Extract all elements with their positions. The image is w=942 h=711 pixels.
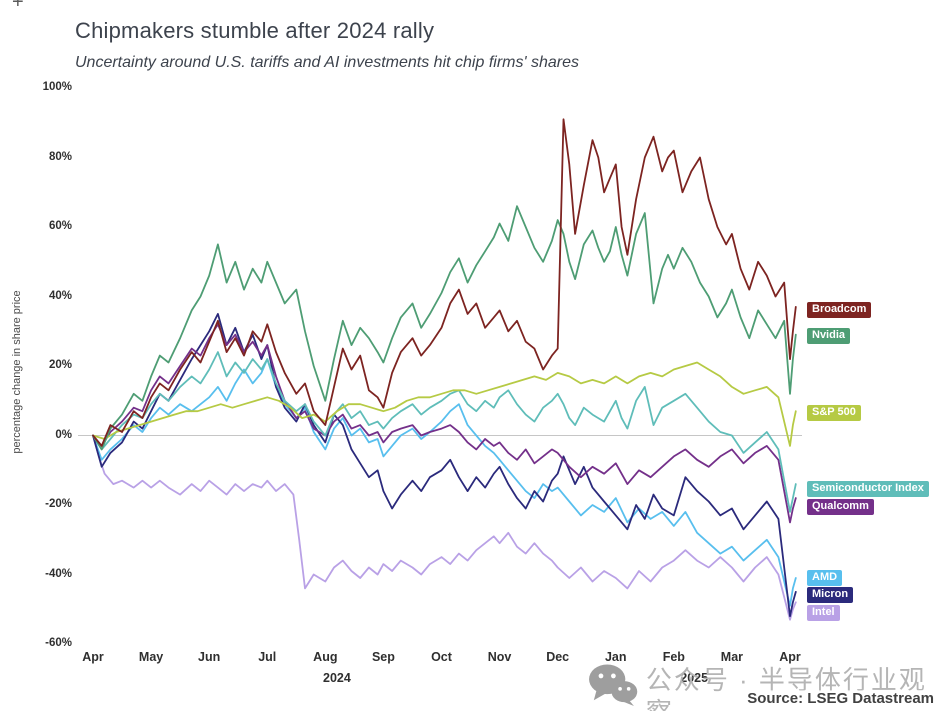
x-year-label: 2024 — [323, 671, 351, 685]
corner-artifact-mark: + — [12, 0, 24, 13]
x-tick-label: Dec — [546, 650, 570, 664]
series-line-broadcom — [92, 118, 797, 447]
x-tick-label: Jun — [198, 650, 221, 664]
series-label-nvidia: Nvidia — [807, 328, 851, 345]
y-tick-label: 60% — [48, 220, 72, 232]
x-tick-label: Sep — [371, 650, 395, 664]
x-year-label: 2025 — [680, 671, 709, 685]
chart-title: Chipmakers stumble after 2024 rally — [75, 18, 435, 43]
x-tick-label: Mar — [720, 650, 744, 664]
series-line-nvidia — [92, 205, 797, 451]
series-line-semiconductor-index — [92, 351, 797, 513]
series-label-amd: AMD — [807, 569, 843, 586]
series-label-broadcom: Broadcom — [807, 302, 872, 319]
x-tick-label: Apr — [779, 650, 801, 664]
x-tick-label: Jan — [604, 650, 627, 664]
x-tick-label: Nov — [487, 650, 512, 664]
series-label-qualcomm: Qualcomm — [807, 498, 874, 515]
x-tick-label: Aug — [313, 650, 338, 664]
series-label-intel: Intel — [807, 604, 840, 621]
chart-subtitle: Uncertainty around U.S. tariffs and AI i… — [75, 54, 579, 71]
x-tick-label: Feb — [662, 650, 685, 664]
x-tick-label: May — [138, 650, 164, 664]
y-tick-label: -60% — [45, 637, 72, 649]
x-tick-label: Jul — [258, 650, 277, 664]
y-tick-label: 100% — [42, 81, 72, 93]
wechat-icon — [589, 664, 638, 706]
series-line-qualcomm — [92, 323, 797, 524]
source-credit: Source: LSEG Datastream — [743, 690, 934, 707]
series-label-s-p-500: S&P 500 — [807, 404, 861, 421]
series-line-s-p-500 — [92, 361, 797, 447]
y-tick-label: 20% — [48, 359, 72, 371]
series-line-intel — [92, 434, 797, 621]
y-tick-label: 40% — [48, 289, 72, 302]
series-line-micron — [92, 312, 797, 618]
y-tick-label: -20% — [45, 498, 72, 510]
y-tick-label: 0% — [55, 428, 72, 441]
series-label-micron: Micron — [807, 587, 854, 604]
y-tick-label: 80% — [48, 150, 72, 163]
x-tick-label: Apr — [82, 650, 104, 664]
y-tick-label: -40% — [45, 567, 72, 580]
x-tick-label: Oct — [431, 650, 452, 664]
series-label-semiconductor-index: Semiconductor Index — [807, 481, 929, 498]
